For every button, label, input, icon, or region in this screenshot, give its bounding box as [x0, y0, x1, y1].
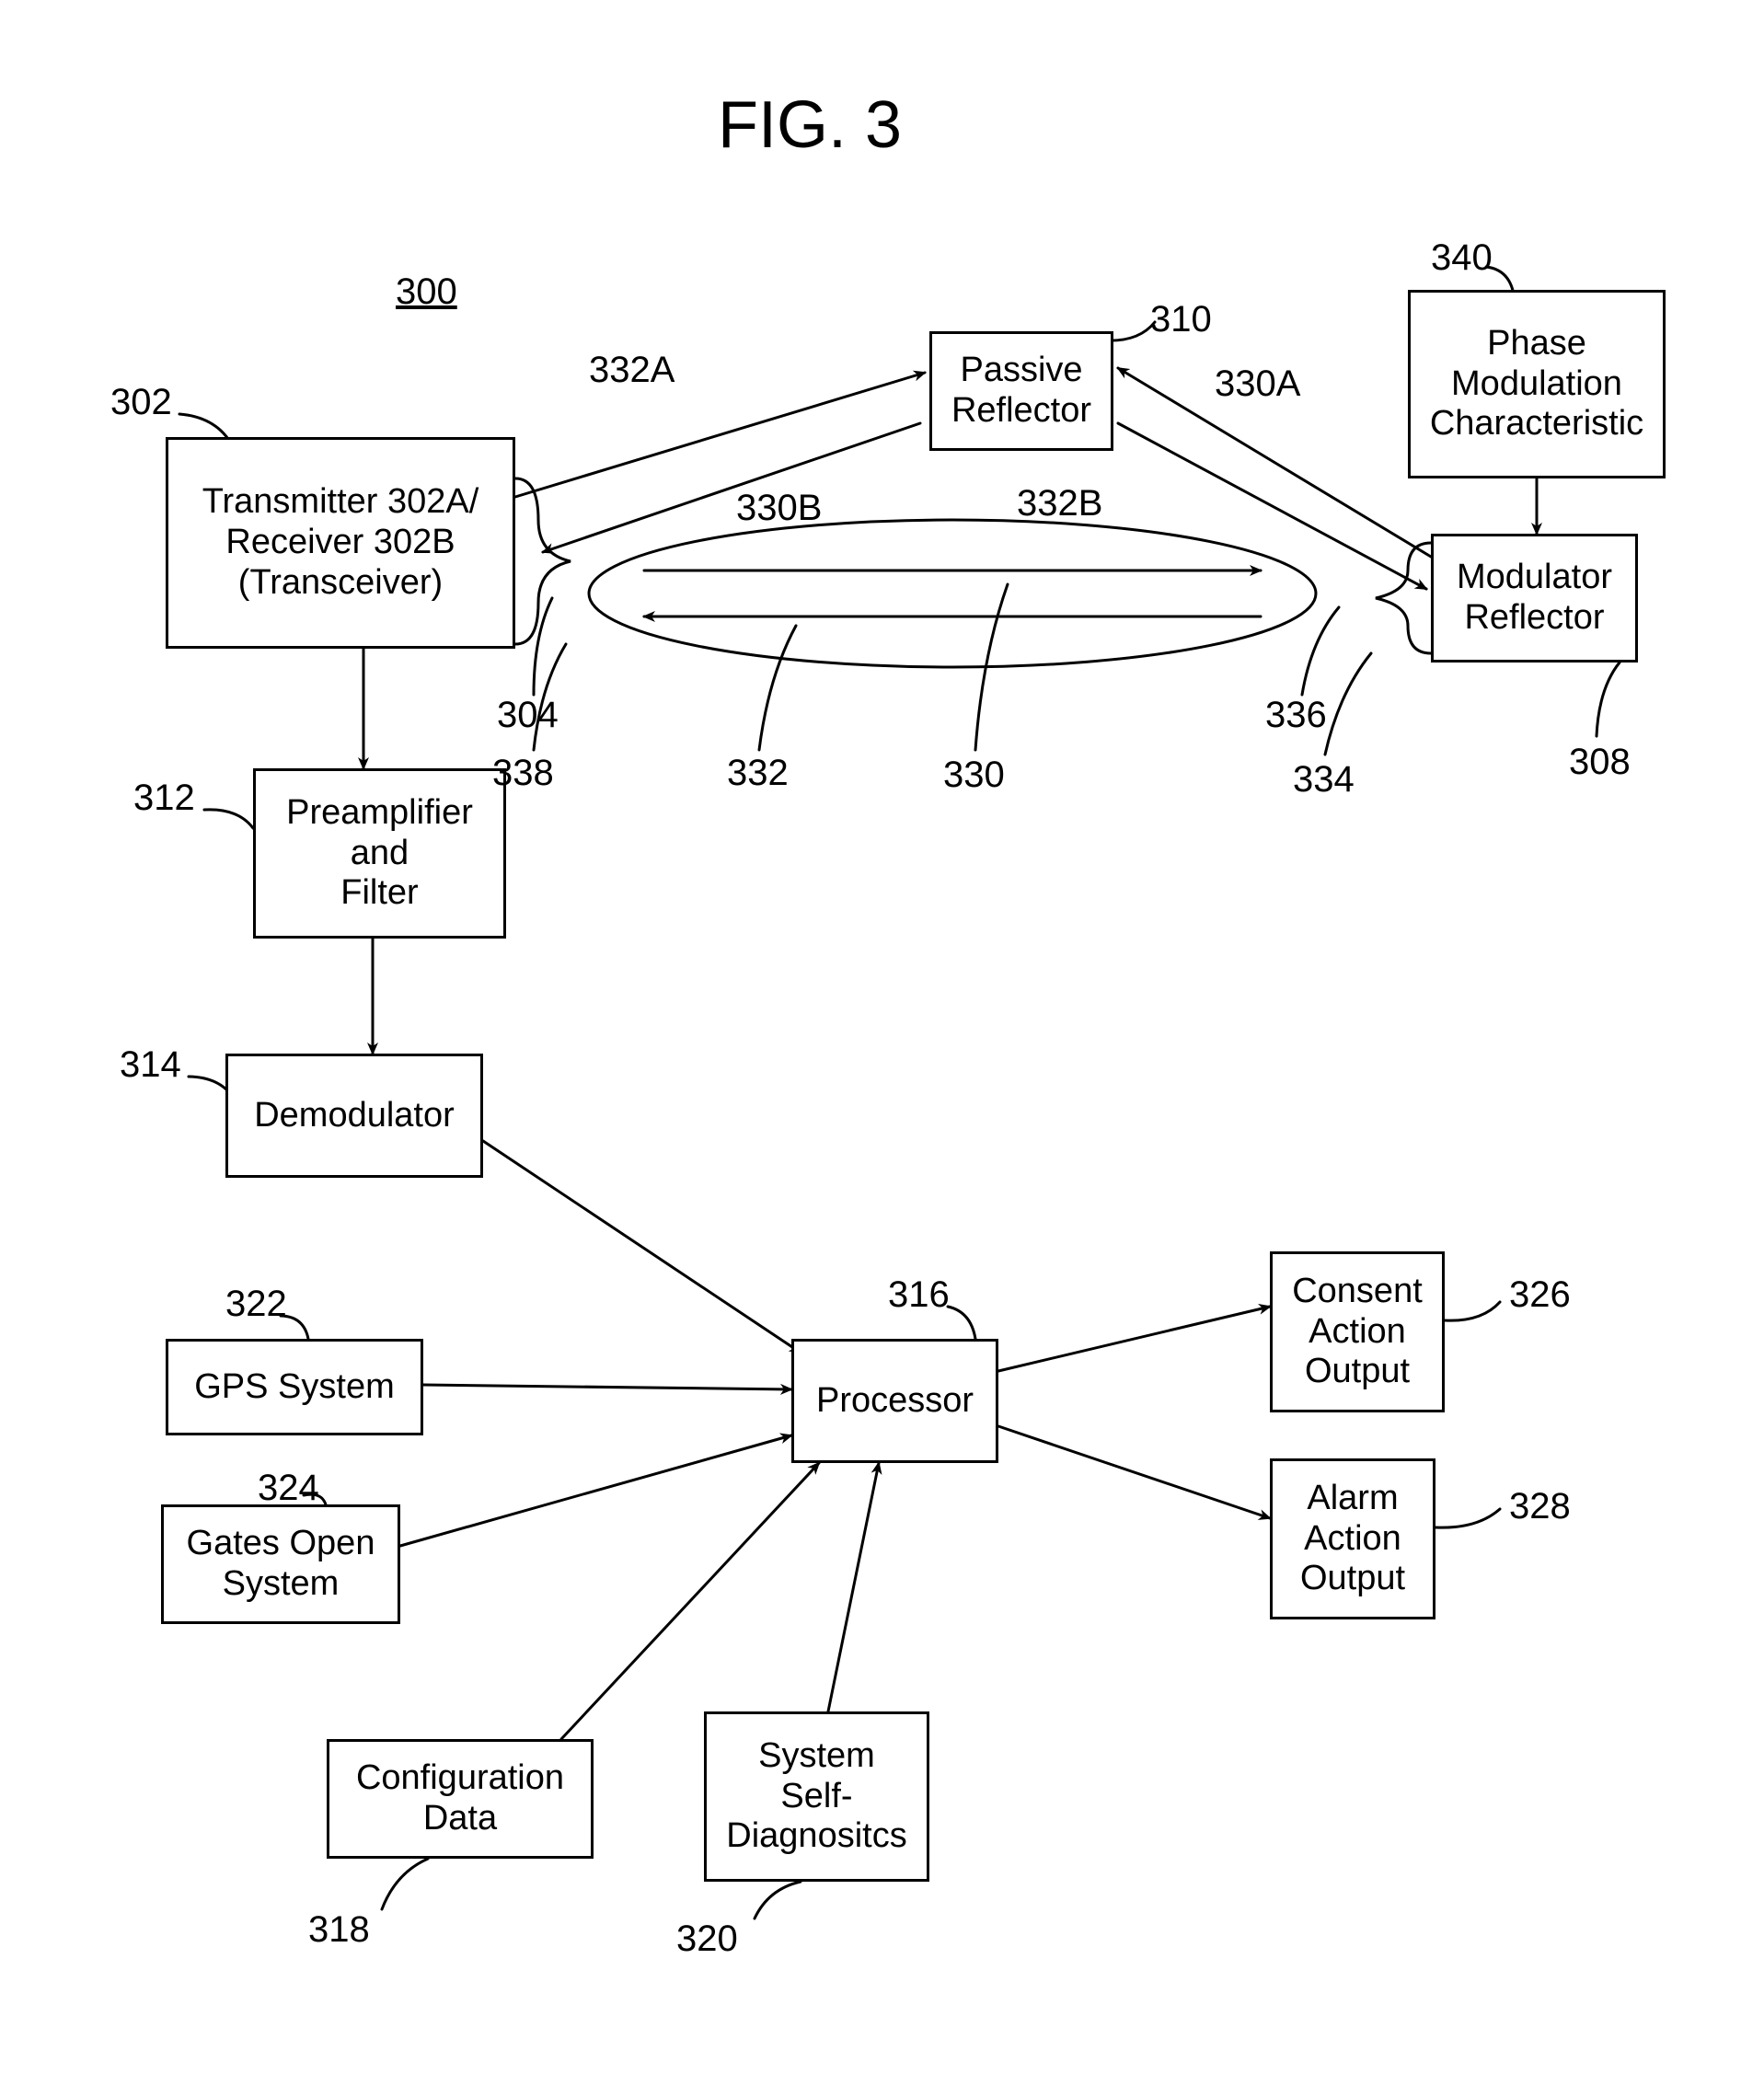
ref-340: 340 [1431, 237, 1493, 279]
box-label: AlarmActionOutput [1300, 1479, 1405, 1599]
ref-312: 312 [133, 778, 195, 819]
ref-330: 330 [943, 755, 1005, 796]
box-consent: ConsentActionOutput [1270, 1251, 1445, 1412]
ref-330A: 330A [1215, 363, 1300, 405]
box-passive_reflector: PassiveReflector [929, 331, 1113, 451]
ref-302: 302 [110, 382, 172, 423]
ref-314: 314 [120, 1044, 181, 1086]
ref-304: 304 [497, 695, 559, 736]
ref-300: 300 [396, 271, 457, 313]
box-label: ConfigurationData [356, 1758, 564, 1838]
box-alarm: AlarmActionOutput [1270, 1458, 1435, 1619]
ref-310: 310 [1150, 299, 1212, 340]
box-label: Demodulator [254, 1096, 455, 1136]
box-label: PassiveReflector [951, 351, 1091, 431]
ref-308: 308 [1569, 742, 1631, 783]
box-label: Transmitter 302A/Receiver 302B(Transceiv… [202, 482, 479, 603]
box-preamp: PreamplifierandFilter [253, 768, 506, 939]
ref-336: 336 [1265, 695, 1327, 736]
box-gates: Gates OpenSystem [161, 1504, 400, 1624]
box-transceiver: Transmitter 302A/Receiver 302B(Transceiv… [166, 437, 515, 649]
box-label: ModulatorReflector [1457, 558, 1612, 638]
ref-338: 338 [492, 753, 554, 794]
box-label: ConsentActionOutput [1292, 1272, 1423, 1392]
ref-320: 320 [676, 1918, 738, 1960]
box-demod: Demodulator [225, 1054, 483, 1178]
box-processor: Processor [791, 1339, 998, 1463]
figure-title: FIG. 3 [718, 87, 902, 163]
ref-316: 316 [888, 1274, 950, 1316]
box-gps: GPS System [166, 1339, 423, 1435]
ref-324: 324 [258, 1468, 319, 1509]
ref-318: 318 [308, 1909, 370, 1951]
ref-332: 332 [727, 753, 789, 794]
box-label: GPS System [194, 1367, 395, 1408]
ref-326: 326 [1509, 1274, 1571, 1316]
box-label: PreamplifierandFilter [286, 793, 473, 914]
ref-328: 328 [1509, 1486, 1571, 1527]
ref-332B: 332B [1017, 483, 1102, 524]
ref-334: 334 [1293, 759, 1355, 801]
ref-330B: 330B [736, 488, 822, 529]
box-label: Gates OpenSystem [187, 1524, 375, 1604]
box-label: SystemSelf-Diagnositcs [726, 1736, 906, 1857]
box-phase_mod: PhaseModulationCharacteristic [1408, 290, 1666, 478]
box-label: PhaseModulationCharacteristic [1430, 324, 1643, 444]
box-config: ConfigurationData [327, 1739, 594, 1859]
ref-332A: 332A [589, 350, 674, 391]
ref-322: 322 [225, 1284, 287, 1325]
box-label: Processor [816, 1381, 974, 1422]
diagram-canvas: FIG. 3 Transmitter 302A/Receiver 302B(Tr… [0, 0, 1764, 2074]
box-selfdiag: SystemSelf-Diagnositcs [704, 1711, 929, 1882]
box-mod_reflector: ModulatorReflector [1431, 534, 1638, 663]
